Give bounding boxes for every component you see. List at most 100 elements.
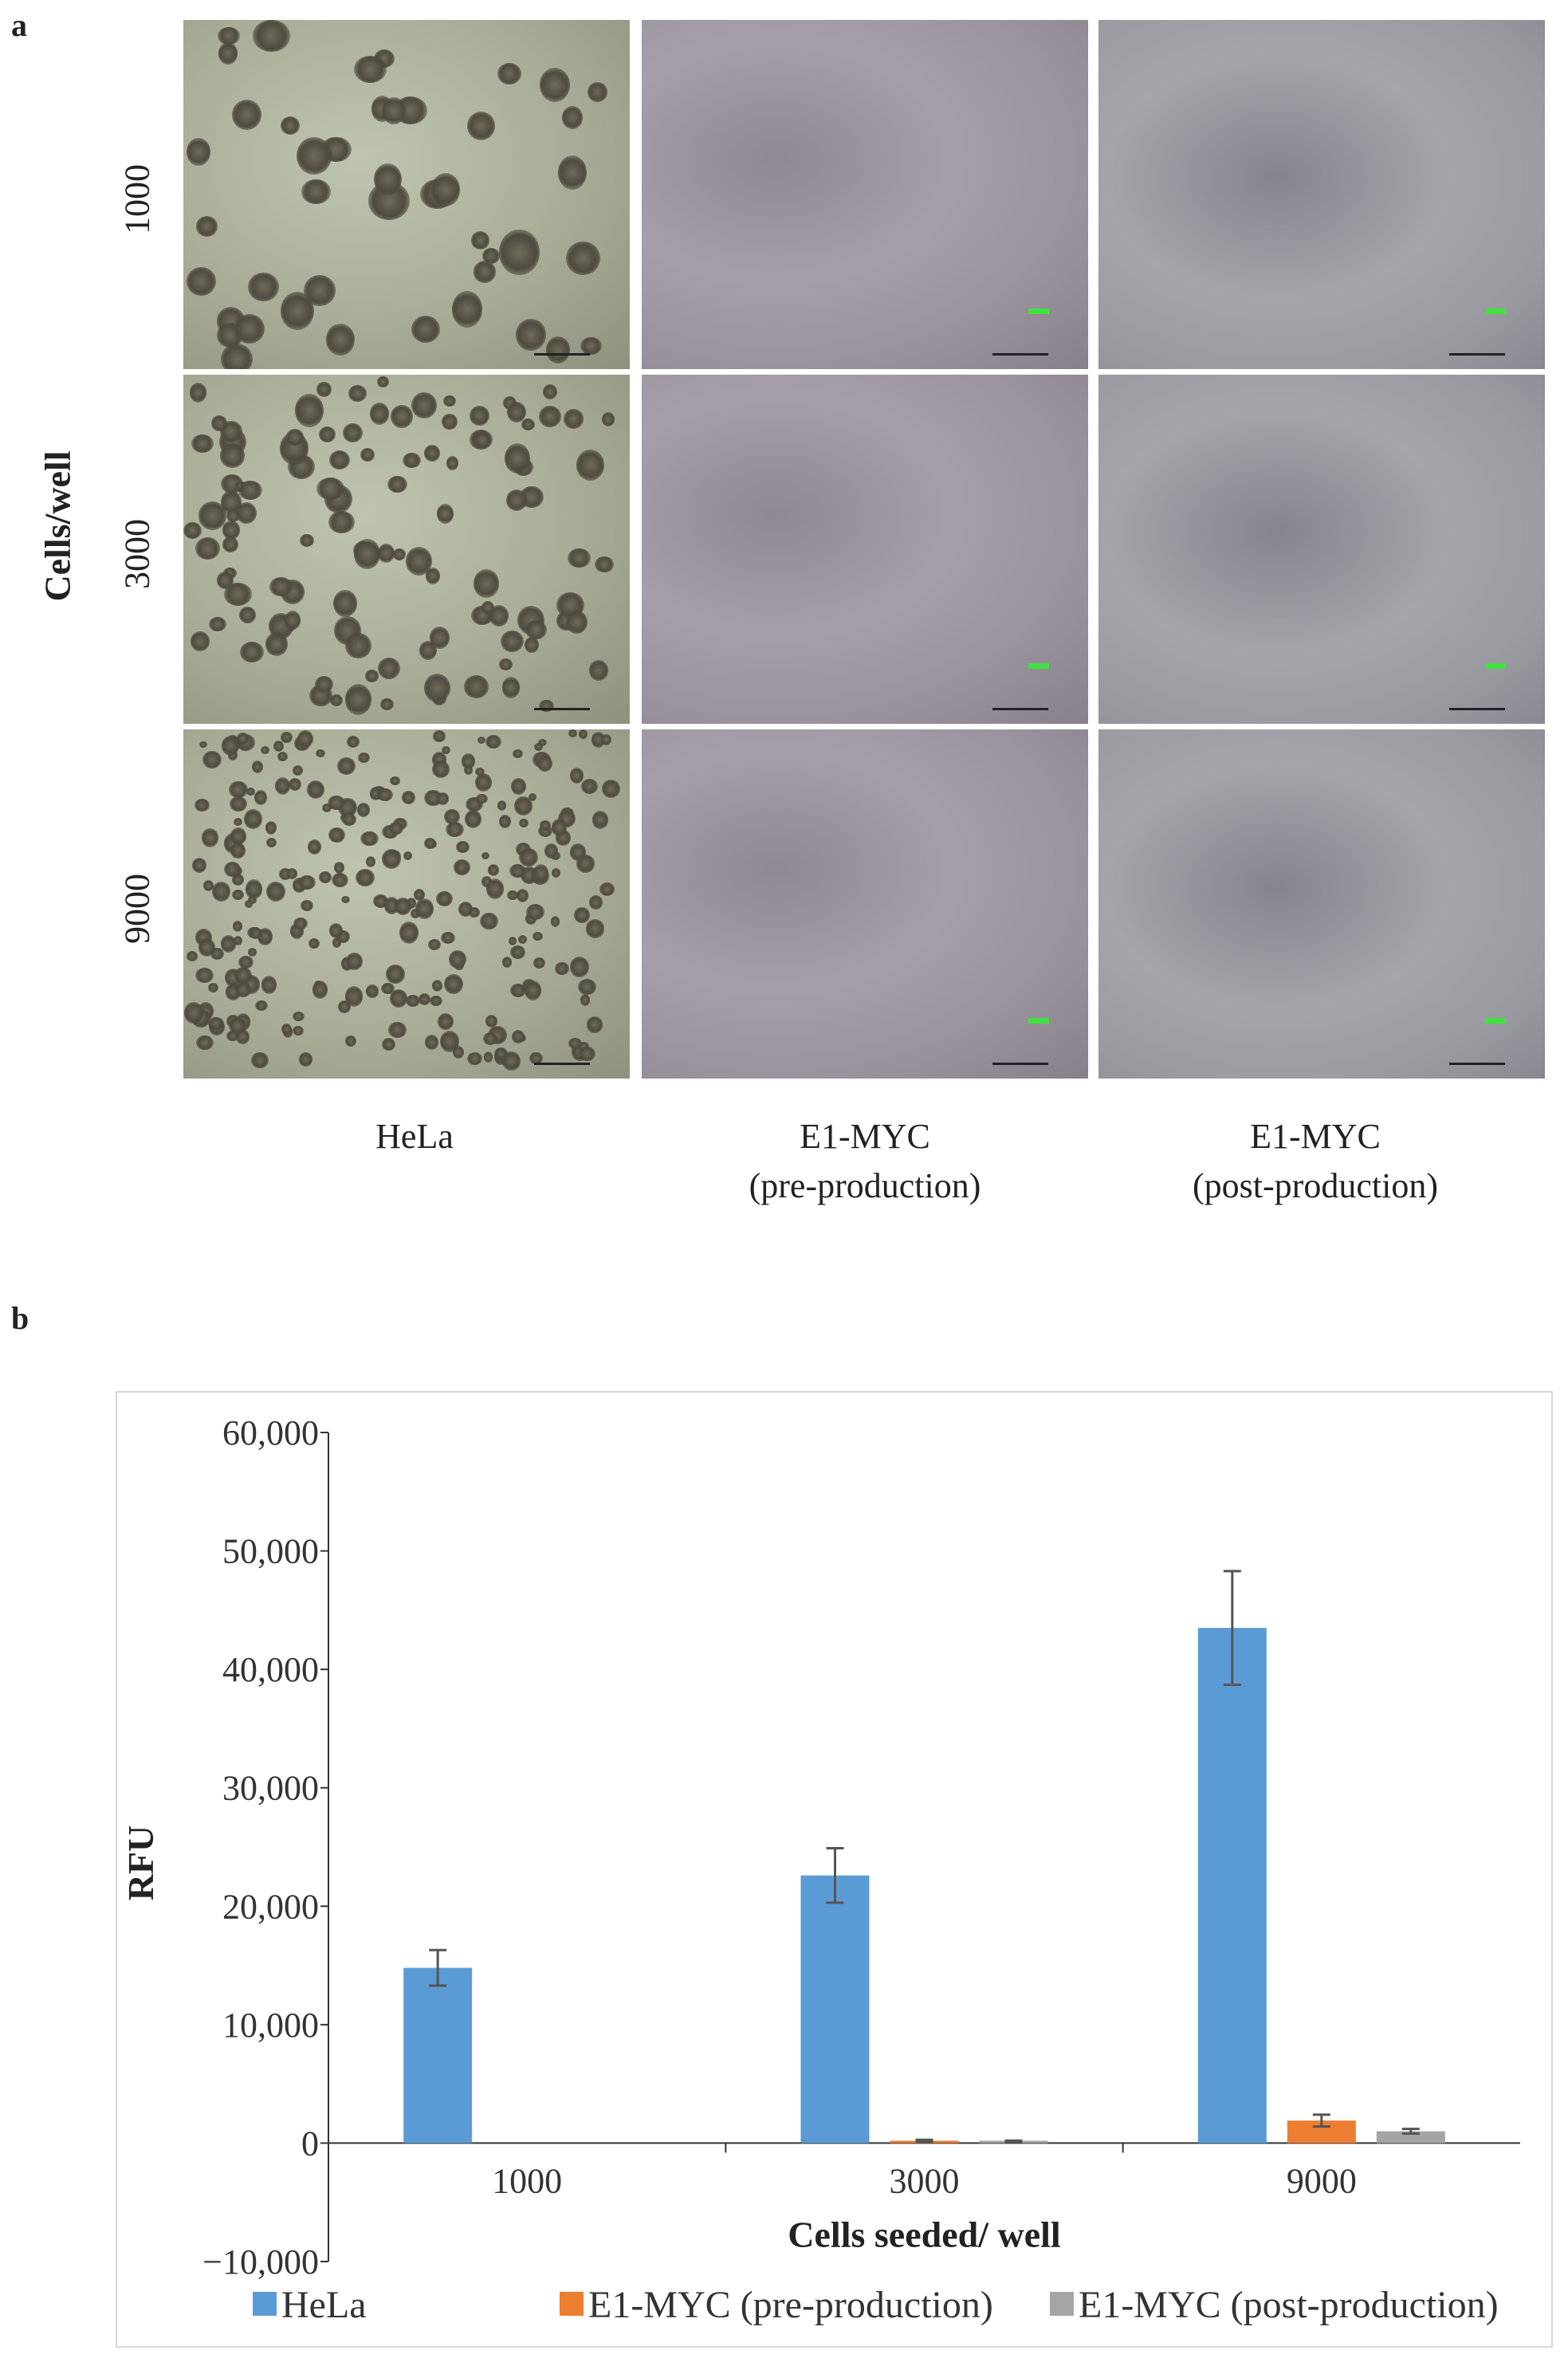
cell-colony: [238, 481, 262, 501]
cell-colony: [544, 843, 559, 859]
cell-colony: [424, 673, 450, 702]
cell-colony: [285, 429, 305, 446]
cell-colony: [333, 589, 357, 618]
cell-colony: [327, 795, 346, 811]
cell-colony: [497, 800, 506, 811]
cell-colony: [403, 851, 413, 860]
cell-colony: [532, 957, 546, 969]
cell-colony: [470, 231, 490, 250]
cell-colony: [499, 229, 540, 276]
cell-colony: [234, 966, 253, 984]
cell-colony: [186, 137, 210, 167]
cell-colony: [319, 871, 332, 883]
cell-colony: [423, 445, 440, 462]
cell-colony: [570, 956, 589, 978]
legend-swatch-3: [1050, 2292, 1074, 2316]
cell-colony: [297, 729, 314, 749]
cell-colony: [483, 1051, 493, 1063]
cell-colony: [257, 928, 273, 946]
cell-colony: [500, 630, 524, 653]
cell-colony: [333, 861, 345, 874]
cell-colony: [253, 20, 290, 52]
cell-colony: [289, 778, 302, 792]
cell-colony: [346, 953, 363, 971]
cell-colony: [208, 1016, 225, 1031]
cell-colony: [328, 450, 351, 470]
cell-colony: [507, 890, 519, 900]
cell-colony: [600, 734, 611, 745]
column-label-pre: E1-MYC (pre-production): [749, 1112, 981, 1211]
cell-colony: [451, 291, 483, 328]
cell-colony: [343, 422, 364, 443]
cell-colony: [187, 267, 217, 296]
cell-colony: [479, 912, 498, 930]
cell-colony: [372, 894, 388, 908]
cell-colony: [222, 536, 239, 552]
cell-colony: [519, 847, 538, 867]
cell-colony: [377, 788, 393, 801]
legend-label-3: E1-MYC (post-production): [1079, 2284, 1499, 2326]
cell-colony: [202, 750, 222, 768]
cell-colony: [312, 980, 328, 999]
legend-swatch-2: [560, 2292, 584, 2316]
cell-colony: [432, 980, 443, 992]
cell-colony: [369, 403, 390, 426]
row-label-3000: 3000: [117, 519, 157, 589]
cell-colony: [599, 882, 615, 896]
cell-colony: [260, 746, 269, 754]
cell-colony: [568, 1038, 583, 1050]
panel-letter-a: a: [11, 7, 27, 43]
cell-colony: [234, 313, 265, 344]
cell-colony: [518, 935, 528, 944]
cell-colony: [321, 804, 332, 812]
cell-colony: [207, 983, 219, 992]
cell-colony: [265, 820, 277, 835]
cell-colony: [389, 821, 403, 835]
cell-colony: [578, 729, 588, 739]
column-label-line1: E1-MYC: [1250, 1117, 1381, 1156]
cell-colony: [345, 1036, 356, 1047]
cell-colony: [366, 856, 376, 868]
cell-colony: [274, 776, 291, 795]
cell-colony: [562, 106, 583, 130]
scale-bar: [534, 1063, 590, 1065]
cell-colony: [315, 676, 334, 694]
cell-colony: [487, 864, 500, 876]
cell-colony: [364, 669, 379, 682]
cell-colony: [473, 568, 500, 598]
cell-colony: [195, 216, 218, 237]
scale-label-marker: [1028, 309, 1049, 314]
cell-colony: [534, 743, 543, 751]
cell-colony: [281, 1023, 293, 1035]
cell-colony: [248, 896, 257, 904]
cell-colony: [191, 434, 214, 453]
column-label-line2: (post-production): [1193, 1166, 1438, 1205]
cell-colony: [219, 443, 246, 469]
cell-colony: [293, 917, 308, 930]
cell-colony: [580, 336, 603, 356]
cell-colony: [418, 992, 430, 1005]
cell-colony: [469, 406, 489, 426]
cell-colony: [537, 739, 547, 747]
cell-colony: [285, 611, 301, 630]
cell-colony: [331, 872, 348, 887]
cell-colony: [485, 734, 502, 749]
y-tick-label: 50,000: [222, 1532, 319, 1571]
cell-colony: [366, 984, 379, 998]
cell-colony: [463, 674, 489, 698]
cell-colony: [195, 536, 220, 560]
cell-colony: [190, 631, 210, 652]
cell-colony: [378, 657, 400, 680]
cell-colony: [455, 841, 470, 854]
cell-colony: [425, 1035, 438, 1051]
cell-colony: [344, 986, 363, 1007]
cell-colony: [576, 855, 595, 873]
cell-colony: [189, 382, 206, 403]
micrograph-pre-1000: [642, 20, 1088, 369]
cell-colony: [466, 1051, 482, 1066]
cell-colony: [293, 1012, 305, 1022]
cell-colony: [540, 820, 552, 831]
cell-colony: [382, 1037, 395, 1051]
cell-colony: [443, 395, 456, 407]
cell-colony: [564, 408, 584, 430]
